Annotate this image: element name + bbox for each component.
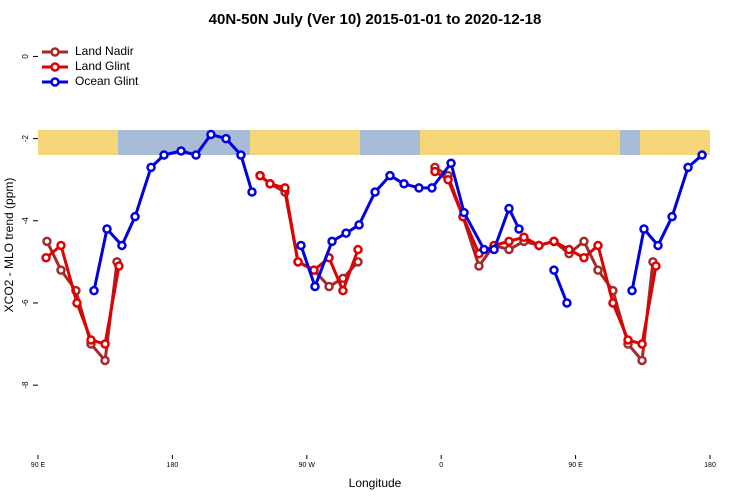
point (191, 150, 201, 160)
point (100, 355, 110, 366)
point (296, 240, 306, 251)
point (86, 335, 96, 345)
point (479, 244, 489, 255)
point (504, 244, 514, 255)
point (399, 179, 409, 189)
point (280, 183, 290, 193)
point (354, 220, 364, 230)
point (549, 265, 559, 275)
point (236, 150, 246, 160)
legend-label: Land Glint (75, 59, 130, 73)
x-tick-label: 180 (704, 462, 716, 469)
point (562, 298, 572, 308)
point (519, 232, 529, 242)
x-axis-label: Longitude (349, 476, 402, 490)
point (579, 236, 589, 247)
point (637, 339, 647, 349)
x-tick-label: 180 (167, 462, 179, 469)
point (446, 158, 456, 169)
point (549, 236, 559, 247)
point (627, 285, 637, 296)
y-tick-label: -4 (21, 217, 30, 225)
point (221, 133, 231, 144)
legend-marker (50, 47, 60, 57)
point (42, 236, 52, 247)
series-line (45, 166, 655, 365)
series-line (45, 170, 658, 346)
point (667, 211, 677, 222)
y-axis-label: XCO2 - MLO trend (ppm) (2, 178, 16, 313)
point (564, 244, 574, 255)
point (593, 240, 603, 251)
point (206, 129, 216, 140)
point (430, 166, 440, 177)
point (265, 179, 275, 189)
point (608, 298, 618, 308)
point (72, 298, 82, 308)
point (593, 265, 603, 275)
point (579, 253, 589, 263)
series-line (92, 132, 704, 304)
point (370, 187, 380, 197)
y-tick-label: 0 (21, 54, 30, 59)
point (327, 236, 337, 247)
point (176, 146, 186, 156)
point (683, 162, 693, 173)
x-tick-label: 90 E (568, 462, 583, 469)
chart-title: 40N-50N July (Ver 10) 2015-01-01 to 2020… (209, 11, 542, 28)
point (474, 261, 484, 271)
y-tick-label: -2 (21, 135, 30, 143)
point (324, 281, 334, 292)
point (117, 240, 127, 251)
point (159, 150, 169, 160)
point (639, 224, 649, 234)
point (100, 339, 110, 349)
y-tick-label: -8 (21, 381, 30, 389)
point (114, 261, 124, 271)
point (385, 170, 395, 181)
point (102, 224, 112, 234)
point (427, 183, 437, 193)
legend-label: Land Nadir (75, 44, 134, 58)
map-strip (38, 130, 710, 155)
point (651, 261, 661, 271)
point (310, 281, 320, 292)
legend-marker (50, 77, 60, 87)
point (514, 224, 524, 234)
point (504, 203, 514, 214)
point (637, 355, 647, 366)
point (341, 228, 351, 238)
point (504, 236, 514, 247)
point (534, 240, 544, 251)
point (247, 187, 257, 197)
x-tick-label: 0 (439, 462, 443, 469)
point (89, 285, 99, 296)
point (414, 183, 424, 193)
point (130, 211, 140, 222)
point (697, 150, 707, 160)
point (489, 244, 499, 255)
x-tick-label: 90 W (299, 462, 316, 469)
point (443, 174, 453, 185)
legend-marker (50, 62, 60, 72)
point (56, 265, 66, 275)
x-tick-label: 90 E (31, 462, 46, 469)
point (56, 240, 66, 251)
point (293, 257, 303, 267)
point (146, 162, 156, 173)
point (255, 170, 265, 181)
point (623, 335, 633, 345)
legend-label: Ocean Glint (75, 74, 139, 88)
point (338, 285, 348, 296)
y-tick-label: -6 (21, 299, 30, 307)
point (459, 207, 469, 218)
point (41, 253, 51, 263)
point (353, 244, 363, 255)
point (653, 240, 663, 251)
